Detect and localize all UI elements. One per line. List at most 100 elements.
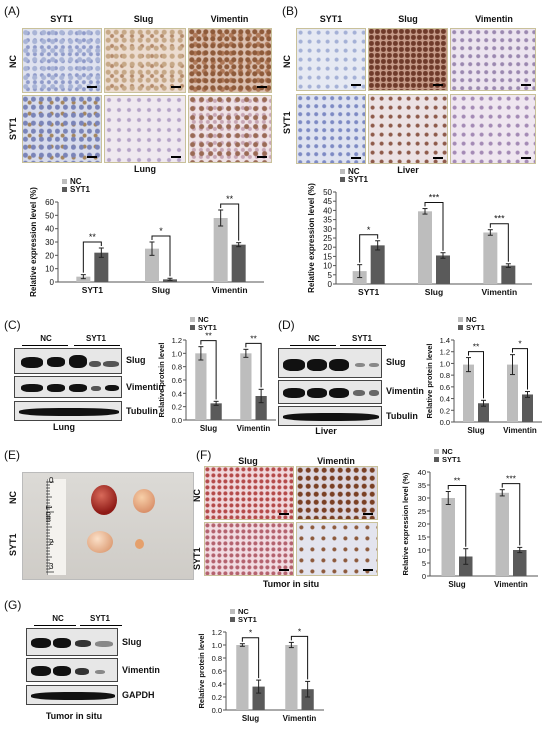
y-tick-label: 50: [323, 188, 332, 197]
significance-bracket: [82, 241, 102, 273]
significance-bracket: [424, 202, 444, 251]
y-tick-label: 0.4: [172, 389, 182, 398]
bar: [236, 645, 249, 710]
y-tick-label: 10: [418, 546, 426, 555]
ruler: [46, 481, 54, 573]
panel-label-e: (E): [4, 448, 20, 462]
y-tick-label: 25: [323, 234, 332, 243]
y-tick-label: 0.6: [172, 376, 182, 385]
y-axis-label: Relative protein level: [197, 633, 206, 708]
significance-label: **: [454, 476, 461, 486]
blot-label: Slug: [126, 355, 146, 365]
bar: [213, 218, 228, 282]
ihc-image: [104, 95, 186, 163]
legend-swatch: [62, 187, 67, 192]
panel-label-f: (F): [196, 448, 212, 462]
ihc-image: [22, 28, 102, 93]
bar: [195, 353, 207, 420]
y-tick-label: 10: [45, 265, 54, 274]
row-label: NC: [8, 491, 18, 504]
chart-f: 0 5 10 15 20 25 30 35 40 Relative expression leve…: [401, 447, 538, 589]
y-tick-label: 0.8: [212, 654, 222, 663]
ihc-image: [104, 28, 186, 93]
y-tick-label: 30: [418, 494, 426, 503]
y-tick-label: 1.2: [172, 336, 182, 345]
significance-bracket: [447, 485, 467, 547]
y-axis-label: Relative protein level: [425, 343, 434, 418]
y-tick-label: 50: [45, 211, 54, 220]
legend-label: SYT1: [198, 323, 217, 332]
panel-caption: Liver: [397, 165, 419, 175]
legend-swatch: [458, 325, 463, 330]
y-tick-label: 20: [418, 520, 426, 529]
panel-caption: Lung: [134, 164, 156, 174]
legend-swatch: [190, 325, 195, 330]
group-label: NC: [308, 334, 320, 343]
chart-c: 0.0 0.2 0.4 0.6 0.8 1.0 1.2 Relative protein le…: [157, 315, 276, 433]
legend-swatch: [458, 317, 463, 322]
significance-bracket: [489, 223, 509, 262]
ihc-image: [296, 94, 366, 164]
blot-label: Tubulin: [126, 406, 158, 416]
legend-label: SYT1: [442, 455, 461, 464]
y-tick-label: 15: [418, 533, 426, 542]
bar: [240, 353, 252, 420]
x-tick-label: Vimentin: [283, 714, 317, 723]
western-blot: [278, 348, 382, 378]
x-tick-label: Vimentin: [212, 285, 248, 295]
panel-label-b: (B): [282, 4, 298, 18]
x-tick-label: Vimentin: [503, 426, 537, 435]
significance-bracket: [359, 234, 379, 263]
tumor-nc-2: [133, 489, 155, 513]
y-tick-label: 1.0: [440, 359, 450, 368]
significance-label: **: [473, 342, 480, 352]
y-tick-label: 20: [323, 243, 332, 252]
group-label: SYT1: [89, 614, 110, 623]
ihc-image: [204, 466, 294, 520]
panel-label-d: (D): [278, 318, 295, 332]
significance-bracket: [245, 342, 262, 388]
y-axis-label: Relative protein level: [157, 342, 166, 417]
column-header: Slug: [238, 456, 258, 466]
x-tick-label: Slug: [467, 426, 484, 435]
blot-label: GAPDH: [122, 690, 155, 700]
y-tick-label: 40: [418, 468, 426, 477]
ihc-image: [368, 28, 448, 91]
legend-label: SYT1: [348, 175, 369, 184]
y-tick-label: 40: [45, 225, 54, 234]
bar: [463, 364, 474, 422]
legend-label: NC: [70, 177, 82, 186]
ruler-mark: 0: [49, 476, 54, 485]
group-label: SYT1: [85, 334, 106, 343]
tumor-syt1-2: [135, 539, 144, 549]
group-label: SYT1: [351, 334, 372, 343]
bar: [436, 255, 450, 284]
row-label: NC: [192, 489, 202, 502]
western-blot: [14, 376, 122, 398]
y-tick-label: 0.0: [212, 706, 222, 715]
y-tick-label: 0.0: [440, 418, 450, 427]
ihc-image: [296, 28, 366, 91]
legend-label: NC: [238, 607, 249, 616]
column-header: SYT1: [319, 14, 343, 24]
significance-label: *: [298, 626, 302, 636]
bar: [285, 645, 298, 710]
x-tick-label: Slug: [448, 580, 465, 589]
ihc-image: [368, 94, 448, 164]
significance-bracket: [241, 637, 260, 679]
column-header: Vimentin: [475, 14, 513, 24]
legend-swatch: [340, 177, 345, 182]
legend-swatch: [434, 457, 439, 462]
row-label: SYT1: [8, 533, 18, 556]
y-tick-label: 0.4: [212, 680, 222, 689]
significance-bracket: [468, 351, 484, 399]
bar: [94, 252, 109, 282]
y-tick-label: 10: [323, 262, 332, 271]
legend-swatch: [190, 317, 195, 322]
significance-label: ***: [494, 214, 505, 224]
legend-swatch: [340, 169, 345, 174]
y-tick-label: 40: [323, 206, 332, 215]
significance-label: *: [249, 628, 253, 638]
x-tick-label: SYT1: [82, 285, 104, 295]
ihc-image: [450, 94, 536, 164]
